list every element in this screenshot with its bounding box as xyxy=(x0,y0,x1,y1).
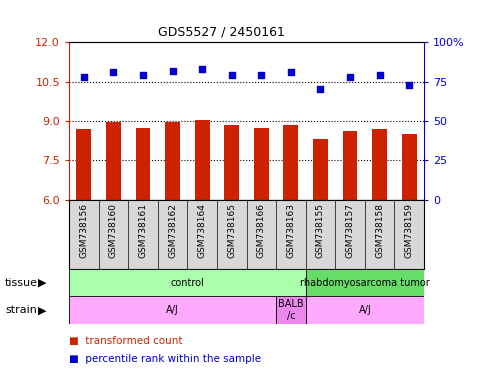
Text: GSM738165: GSM738165 xyxy=(227,203,236,258)
Bar xyxy=(76,129,91,357)
Text: GSM738158: GSM738158 xyxy=(375,203,384,258)
Bar xyxy=(343,131,357,357)
Text: BALB
/c: BALB /c xyxy=(278,300,304,321)
Text: ▶: ▶ xyxy=(37,278,46,288)
Bar xyxy=(283,125,298,357)
Text: control: control xyxy=(171,278,204,288)
Text: GSM738160: GSM738160 xyxy=(109,203,118,258)
Text: ▶: ▶ xyxy=(37,305,46,315)
Bar xyxy=(69,296,276,324)
Bar xyxy=(106,122,121,357)
Text: GSM738161: GSM738161 xyxy=(139,203,147,258)
Point xyxy=(287,69,295,75)
Text: A/J: A/J xyxy=(166,305,179,315)
Bar xyxy=(306,269,424,296)
Text: GSM738162: GSM738162 xyxy=(168,203,177,258)
Bar xyxy=(165,122,180,357)
Bar xyxy=(195,120,210,357)
Point xyxy=(257,72,265,78)
Bar xyxy=(372,129,387,357)
Bar xyxy=(136,127,150,357)
Bar xyxy=(254,127,269,357)
Text: A/J: A/J xyxy=(358,305,371,315)
Text: tissue: tissue xyxy=(5,278,38,288)
Bar xyxy=(69,269,306,296)
Point xyxy=(109,69,117,75)
Text: GSM738163: GSM738163 xyxy=(286,203,295,258)
Text: GSM738159: GSM738159 xyxy=(405,203,414,258)
Point xyxy=(198,66,206,72)
Text: GSM738155: GSM738155 xyxy=(316,203,325,258)
Text: strain: strain xyxy=(5,305,37,315)
Point xyxy=(169,68,176,74)
Bar xyxy=(402,134,417,357)
Bar xyxy=(276,296,306,324)
Point xyxy=(317,86,324,93)
Text: GSM738164: GSM738164 xyxy=(198,203,207,258)
Point xyxy=(139,72,147,78)
Bar xyxy=(313,139,328,357)
Point xyxy=(376,72,384,78)
Bar xyxy=(306,296,424,324)
Text: GDS5527 / 2450161: GDS5527 / 2450161 xyxy=(158,25,285,38)
Text: GSM738157: GSM738157 xyxy=(346,203,354,258)
Point xyxy=(80,74,88,80)
Text: GSM738166: GSM738166 xyxy=(257,203,266,258)
Text: GSM738156: GSM738156 xyxy=(79,203,88,258)
Text: ■  transformed count: ■ transformed count xyxy=(69,336,182,346)
Text: rhabdomyosarcoma tumor: rhabdomyosarcoma tumor xyxy=(300,278,430,288)
Point xyxy=(228,72,236,78)
Point xyxy=(405,82,413,88)
Point xyxy=(346,74,354,80)
Bar xyxy=(224,125,239,357)
Text: ■  percentile rank within the sample: ■ percentile rank within the sample xyxy=(69,354,261,364)
